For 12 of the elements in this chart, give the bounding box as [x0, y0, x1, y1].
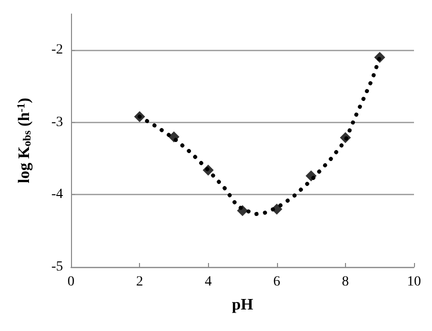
x-tick-label: 0 [68, 274, 74, 290]
x-tick-label: 10 [407, 274, 421, 290]
y-tick-label: -5 [51, 260, 63, 274]
x-tick-label: 4 [204, 274, 212, 290]
y-tick-label: -2 [51, 42, 63, 58]
x-axis-title: pH [232, 296, 254, 314]
y-tick-label: -3 [51, 114, 63, 130]
y-axis-title: log Kobs (h-1) [16, 98, 34, 184]
x-tick-label: 8 [342, 274, 349, 290]
y-tick-label: -4 [51, 187, 63, 202]
x-tick-label: 6 [273, 274, 280, 290]
x-tick-label: 2 [136, 274, 144, 290]
